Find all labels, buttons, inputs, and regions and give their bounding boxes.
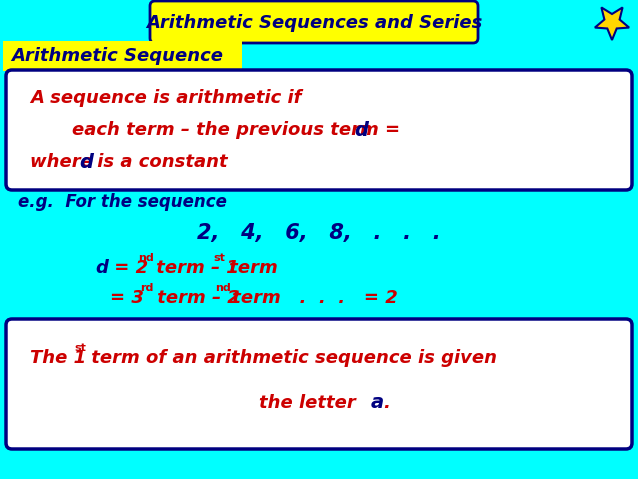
- Text: term   .  .  .   = 2: term . . . = 2: [226, 289, 397, 307]
- Text: term – 1: term – 1: [150, 259, 239, 277]
- Text: term – 2: term – 2: [151, 289, 240, 307]
- FancyBboxPatch shape: [150, 1, 478, 43]
- Text: .: .: [383, 394, 390, 412]
- FancyBboxPatch shape: [6, 70, 632, 190]
- Text: a: a: [371, 394, 384, 412]
- Text: rd: rd: [140, 283, 153, 293]
- Text: term of an arithmetic sequence is given: term of an arithmetic sequence is given: [85, 349, 497, 367]
- Text: 2,   4,   6,   8,   .   .   .: 2, 4, 6, 8, . . .: [197, 223, 441, 243]
- Text: = 3: = 3: [110, 289, 144, 307]
- Text: nd: nd: [138, 253, 154, 263]
- FancyBboxPatch shape: [6, 319, 632, 449]
- Text: d: d: [354, 121, 368, 139]
- Text: Arithmetic Sequences and Series: Arithmetic Sequences and Series: [146, 14, 482, 32]
- Text: d: d: [79, 152, 93, 171]
- Text: the letter: the letter: [259, 394, 362, 412]
- Text: nd: nd: [215, 283, 231, 293]
- Text: d: d: [95, 259, 108, 277]
- Text: st: st: [74, 343, 86, 353]
- Text: is a constant: is a constant: [91, 153, 228, 171]
- Text: term: term: [223, 259, 278, 277]
- Text: each term – the previous term =: each term – the previous term =: [72, 121, 406, 139]
- Text: e.g.  For the sequence: e.g. For the sequence: [18, 193, 227, 211]
- Text: The 1: The 1: [30, 349, 86, 367]
- FancyBboxPatch shape: [3, 41, 242, 71]
- Text: Arithmetic Sequence: Arithmetic Sequence: [11, 47, 223, 65]
- Text: A sequence is arithmetic if: A sequence is arithmetic if: [30, 89, 302, 107]
- Text: st: st: [213, 253, 225, 263]
- Text: where: where: [30, 153, 99, 171]
- Polygon shape: [595, 8, 629, 40]
- Text: = 2: = 2: [108, 259, 148, 277]
